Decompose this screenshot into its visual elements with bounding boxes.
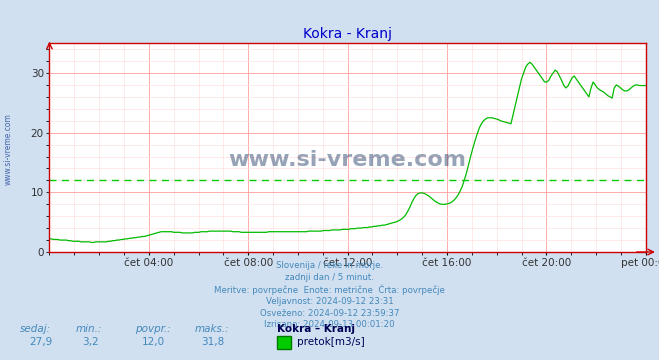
Text: 31,8: 31,8 <box>201 337 224 347</box>
Text: Slovenija / reke in morje.: Slovenija / reke in morje. <box>276 261 383 270</box>
Text: Kokra – Kranj: Kokra – Kranj <box>277 324 355 334</box>
Text: 27,9: 27,9 <box>30 337 53 347</box>
Text: Veljavnost: 2024-09-12 23:31: Veljavnost: 2024-09-12 23:31 <box>266 297 393 306</box>
Text: maks.:: maks.: <box>194 324 229 334</box>
Text: povpr.:: povpr.: <box>135 324 171 334</box>
Text: Meritve: povrpečne  Enote: metrične  Črta: povrpečje: Meritve: povrpečne Enote: metrične Črta:… <box>214 285 445 295</box>
Text: pretok[m3/s]: pretok[m3/s] <box>297 337 364 347</box>
Text: zadnji dan / 5 minut.: zadnji dan / 5 minut. <box>285 273 374 282</box>
Text: www.si-vreme.com: www.si-vreme.com <box>229 150 467 170</box>
Title: Kokra - Kranj: Kokra - Kranj <box>303 27 392 41</box>
Text: Osveženo: 2024-09-12 23:59:37: Osveženo: 2024-09-12 23:59:37 <box>260 309 399 318</box>
Text: www.si-vreme.com: www.si-vreme.com <box>3 113 13 185</box>
Text: 12,0: 12,0 <box>142 337 165 347</box>
Text: 3,2: 3,2 <box>82 337 99 347</box>
Text: sedaj:: sedaj: <box>20 324 51 334</box>
Text: min.:: min.: <box>76 324 102 334</box>
Text: Izrisano: 2024-09-13 00:01:20: Izrisano: 2024-09-13 00:01:20 <box>264 320 395 329</box>
